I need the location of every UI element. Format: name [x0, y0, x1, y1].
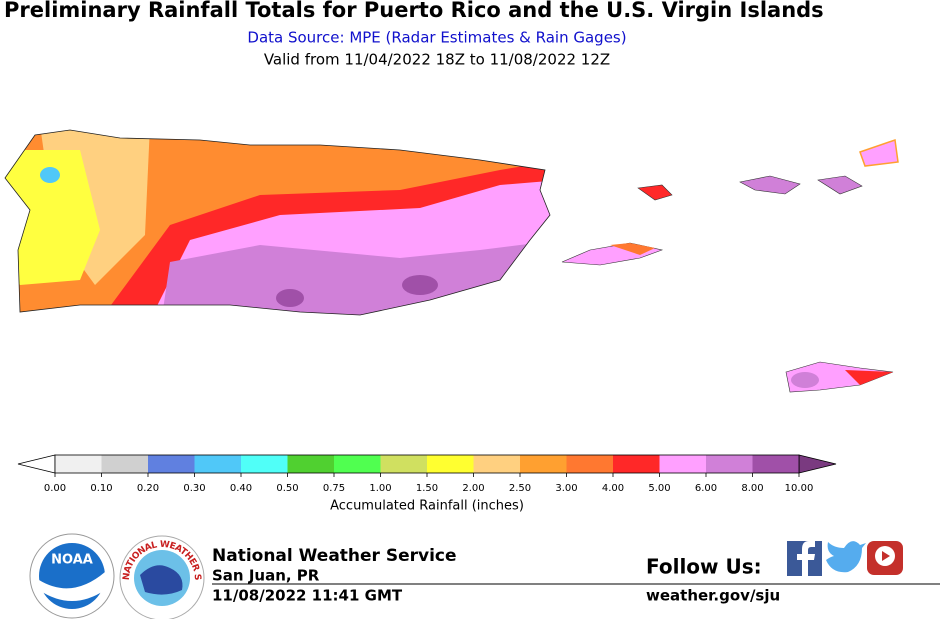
office: San Juan, PR — [212, 567, 320, 585]
noaa-logo: NOAA — [29, 533, 115, 619]
youtube-icon[interactable] — [867, 541, 903, 575]
twitter-icon[interactable] — [826, 541, 866, 573]
colorbar-tick-label: 5.00 — [648, 483, 670, 494]
colorbar-tick-label: 0.20 — [137, 483, 159, 494]
color-bin — [659, 455, 706, 473]
facebook-icon[interactable] — [787, 541, 822, 576]
colorbar-tick-label: 0.75 — [323, 483, 345, 494]
color-bin — [194, 455, 241, 473]
st-john — [817, 175, 863, 195]
color-bin — [287, 455, 334, 473]
puerto-rico-outline — [4, 129, 551, 316]
follow-us: Follow Us: — [646, 555, 762, 579]
colorbar-tick-label: 10.00 — [785, 483, 814, 494]
tortola — [859, 138, 899, 167]
subtitle: Data Source: MPE (Radar Estimates & Rain… — [247, 29, 626, 47]
vieques — [561, 242, 664, 266]
color-bin — [101, 455, 148, 473]
color-bin — [427, 455, 474, 473]
colorbar-tick-label: 4.00 — [602, 483, 624, 494]
color-bin — [55, 455, 102, 473]
colorbar-tick-label: 8.00 — [741, 483, 763, 494]
st-croix-west — [791, 372, 819, 388]
colorbar-under — [17, 454, 56, 474]
color-bin — [148, 455, 195, 473]
culebra — [637, 184, 673, 201]
vieques-east — [610, 243, 655, 255]
color-bin — [380, 455, 427, 473]
noaa-text: NOAA — [51, 553, 93, 568]
color-bin — [241, 455, 288, 473]
colorbar-tick-label: 2.00 — [462, 483, 484, 494]
colorbar-tick-label: 1.00 — [369, 483, 391, 494]
colorbar-tick-label: 0.40 — [230, 483, 252, 494]
agency: National Weather Service — [212, 546, 457, 566]
valid-time: Valid from 11/04/2022 18Z to 11/08/2022 … — [264, 51, 610, 69]
colorbar-tick-label: 0.00 — [44, 483, 66, 494]
colorbar-tick-label: 2.50 — [509, 483, 531, 494]
colorbar-label: Accumulated Rainfall (inches) — [330, 499, 524, 514]
color-bin — [613, 455, 660, 473]
color-bin — [473, 455, 520, 473]
st-thomas — [739, 175, 801, 195]
color-bin — [752, 455, 799, 473]
colorbar-tick-label: 0.30 — [183, 483, 205, 494]
colorbar-tick-label: 3.00 — [555, 483, 577, 494]
st-croix-east — [845, 370, 893, 385]
puerto-rico — [5, 130, 550, 315]
title: Preliminary Rainfall Totals for Puerto R… — [4, 0, 824, 22]
color-bin — [566, 455, 613, 473]
colorbar-tick-label: 0.50 — [276, 483, 298, 494]
colorbar-over — [798, 454, 837, 474]
colorbar: 0.00 0.10 0.20 0.30 0.40 0.50 0.75 1.00 1.50 2.00… — [17, 454, 837, 494]
colorbar-tick-label: 1.50 — [416, 483, 438, 494]
color-bin — [334, 455, 381, 473]
color-bin — [520, 455, 567, 473]
issued: 11/08/2022 11:41 GMT — [212, 587, 403, 605]
color-bin — [706, 455, 753, 473]
colorbar-tick-label: 0.10 — [90, 483, 112, 494]
colorbar-tick-label: 6.00 — [695, 483, 717, 494]
website[interactable]: weather.gov/sju — [646, 587, 780, 605]
